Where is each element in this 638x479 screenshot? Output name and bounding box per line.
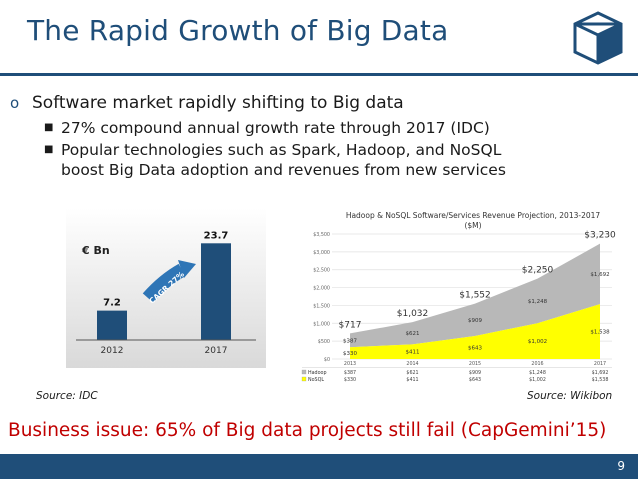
x-tick-label: 2016 xyxy=(531,361,543,367)
bullet-sub-1: ■ 27% compound annual growth rate throug… xyxy=(44,118,630,138)
source-left: Source: IDC xyxy=(36,390,98,402)
hadoop-value-label: $621 xyxy=(406,331,420,337)
footer-bar: 9 xyxy=(0,454,638,479)
bullet-main-text: Software market rapidly shifting to Big … xyxy=(32,93,404,113)
hadoop-area xyxy=(350,243,600,348)
nosql-area xyxy=(350,304,600,359)
y-tick-label: $2,000 xyxy=(313,286,330,292)
category-label-2012: 2012 xyxy=(101,346,124,356)
table-cell: $1,538 xyxy=(592,377,609,383)
hadoop-value-labels: $387 $621 $909 $1,248 $1,692 xyxy=(343,272,610,344)
total-value-label: $1,032 xyxy=(397,309,429,319)
value-label-2012: 7.2 xyxy=(103,298,121,309)
x-tick-label: 2014 xyxy=(406,361,418,367)
y-tick-label: $3,500 xyxy=(313,232,330,238)
bar-2017 xyxy=(201,243,231,340)
nosql-value-labels: $330 $411 $643 $1,002 $1,538 xyxy=(343,330,610,358)
category-label-2017: 2017 xyxy=(205,346,228,356)
table-cell: $909 xyxy=(469,370,481,376)
nosql-value-label: $411 xyxy=(406,350,420,356)
x-tick-label: 2015 xyxy=(469,361,481,367)
bullet-list: o Software market rapidly shifting to Bi… xyxy=(10,92,630,180)
title-divider xyxy=(0,73,638,76)
table-cell: $330 xyxy=(344,377,356,383)
bullet-sub-2: ■ Popular technologies such as Spark, Ha… xyxy=(44,140,630,180)
bullet-sub-1-text: 27% compound annual growth rate through … xyxy=(61,119,490,137)
bullet-main: o Software market rapidly shifting to Bi… xyxy=(10,92,630,114)
chart-subtitle: ($M) xyxy=(464,221,481,230)
unit-label: € Bn xyxy=(81,244,110,257)
legend-label: Hadoop xyxy=(308,370,327,376)
square-bullet-icon: ■ xyxy=(44,144,54,155)
total-value-label: $717 xyxy=(339,320,362,330)
nosql-value-label: $1,002 xyxy=(528,339,547,345)
nosql-value-label: $330 xyxy=(343,351,357,357)
total-value-label: $3,230 xyxy=(584,231,616,241)
x-tick-labels: 2013 2014 2015 2016 2017 xyxy=(344,361,606,367)
circle-bullet-icon: o xyxy=(10,94,20,112)
slide-title: The Rapid Growth of Big Data xyxy=(27,14,449,47)
table-cell: $1,248 xyxy=(529,370,546,376)
total-value-label: $1,552 xyxy=(459,291,491,301)
source-right: Source: Wikibon xyxy=(527,390,613,402)
cagr-arrow xyxy=(142,263,186,303)
table-cell: $411 xyxy=(406,377,418,383)
legend-label: NoSQL xyxy=(308,377,324,383)
wikibon-area-chart: Hadoop & NoSQL Software/Services Revenue… xyxy=(300,208,618,386)
nosql-value-label: $643 xyxy=(468,346,482,352)
hadoop-value-label: $1,692 xyxy=(590,272,609,278)
data-table: Hadoop $387 $621 $909 $1,248 $1,692 NoSQL $330 $… xyxy=(301,367,612,383)
idc-bar-chart: € Bn 7.2 23.7 2012 2017 CAGR 27% xyxy=(66,208,266,368)
page-number: 9 xyxy=(617,459,625,473)
y-tick-labels: $0 $500 $1,000 $1,500 $2,000 $2,500 $3,000 $3,5… xyxy=(313,232,330,363)
total-value-label: $2,250 xyxy=(522,266,554,276)
cagr-arrow-head xyxy=(178,260,196,278)
x-tick-label: 2013 xyxy=(344,361,356,367)
total-value-labels: $717 $1,032 $1,552 $2,250 $3,230 xyxy=(339,231,616,331)
x-tick-label: 2017 xyxy=(594,361,606,367)
y-tick-label: $2,500 xyxy=(313,268,330,274)
nosql-value-label: $1,538 xyxy=(590,330,610,336)
table-cell: $1,002 xyxy=(529,377,546,383)
value-label-2017: 23.7 xyxy=(204,230,229,241)
cube-icon xyxy=(573,11,623,65)
table-cell: $1,692 xyxy=(592,370,609,376)
y-tick-label: $500 xyxy=(318,339,330,345)
table-cell: $387 xyxy=(344,370,356,376)
hadoop-value-label: $1,248 xyxy=(528,299,548,305)
y-tick-label: $0 xyxy=(324,357,330,363)
table-cell: $621 xyxy=(406,370,418,376)
square-bullet-icon: ■ xyxy=(44,122,54,133)
chart-title: Hadoop & NoSQL Software/Services Revenue… xyxy=(346,211,601,220)
hadoop-value-label: $909 xyxy=(468,318,482,324)
y-tick-label: $1,000 xyxy=(313,321,330,327)
y-tick-label: $1,500 xyxy=(313,303,330,309)
bullet-sub-2-line-1: Popular technologies such as Spark, Hado… xyxy=(61,141,502,159)
business-issue: Business issue: 65% of Big data projects… xyxy=(8,420,607,441)
bullet-sub-2-line-2: boost Big Data adoption and revenues fro… xyxy=(61,161,506,179)
legend-swatch xyxy=(301,369,307,375)
legend-swatch xyxy=(301,376,307,382)
hadoop-value-label: $387 xyxy=(343,338,357,344)
bar-2012 xyxy=(97,310,127,340)
table-cell: $643 xyxy=(469,377,481,383)
y-tick-label: $3,000 xyxy=(313,250,330,256)
